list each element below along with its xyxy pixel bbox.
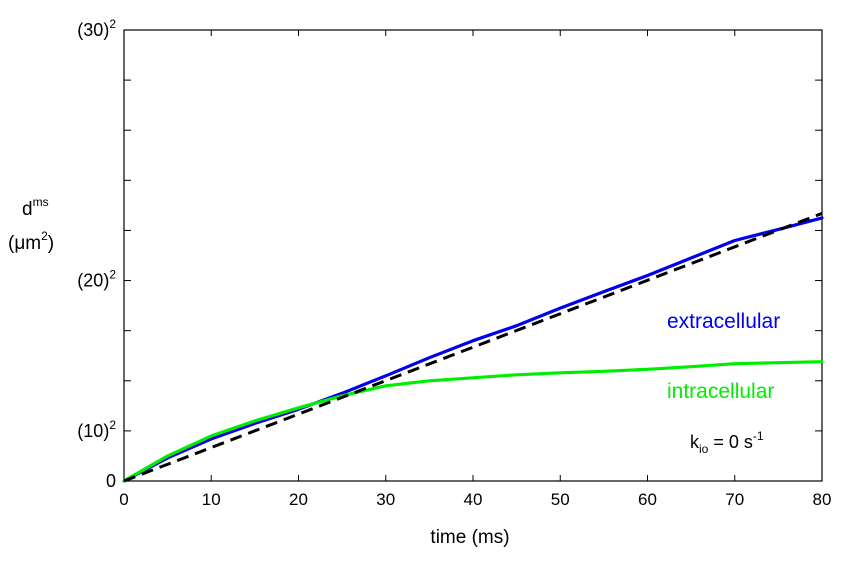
y-tick-label: 0 — [106, 471, 116, 491]
x-ticks — [123, 30, 823, 481]
series-label-extracellular: extracellular — [667, 310, 780, 333]
plot-area — [122, 29, 824, 483]
y-axis-title-sup: ms — [33, 195, 49, 209]
x-tick-label: 50 — [551, 490, 570, 509]
y-axis-unit-open: ( — [8, 233, 15, 254]
x-tick-label: 20 — [289, 490, 308, 509]
x-tick-label: 40 — [464, 490, 483, 509]
y-axis-unit-sup: 2 — [41, 229, 48, 243]
x-tick-label: 10 — [202, 490, 221, 509]
x-tick-labels: 0 10 20 30 40 50 60 70 80 — [119, 490, 831, 509]
rate-annotation-sub: io — [699, 442, 709, 456]
x-tick-label: 70 — [725, 490, 744, 509]
x-tick-label: 0 — [119, 490, 128, 509]
x-tick-label: 30 — [376, 490, 395, 509]
series-line-reference-dashed — [123, 211, 823, 483]
y-ticks — [124, 29, 822, 482]
y-axis-title-main: d — [22, 199, 33, 220]
series-line-intracellular — [122, 360, 824, 483]
rate-annotation-sup: -1 — [753, 429, 764, 443]
svg-text:(μm2): (μm2) — [8, 229, 54, 254]
y-tick-label: (10)2 — [77, 418, 116, 441]
y-tick-label: (20)2 — [77, 268, 116, 291]
y-tick-label: (30)2 — [77, 17, 116, 40]
x-axis-title: time (ms) — [430, 527, 509, 548]
series-label-intracellular: intracellular — [667, 380, 774, 403]
y-axis-title: dms (μm2) — [8, 195, 54, 254]
y-axis-unit-close: ) — [48, 233, 54, 254]
plot-frame — [123, 29, 823, 482]
y-axis-unit: μm — [14, 233, 41, 254]
rate-annotation-mid: = 0 s — [708, 432, 753, 452]
series-layer — [122, 211, 824, 483]
x-tick-label: 80 — [813, 490, 832, 509]
series-line-extracellular — [122, 216, 824, 483]
y-tick-labels: 0 (10)2 (20)2 (30)2 — [77, 17, 116, 491]
svg-text:dms: dms — [22, 195, 49, 220]
rate-annotation-base: k — [690, 432, 700, 452]
rate-annotation: kio = 0 s-1 — [690, 429, 764, 456]
x-tick-label: 60 — [638, 490, 657, 509]
